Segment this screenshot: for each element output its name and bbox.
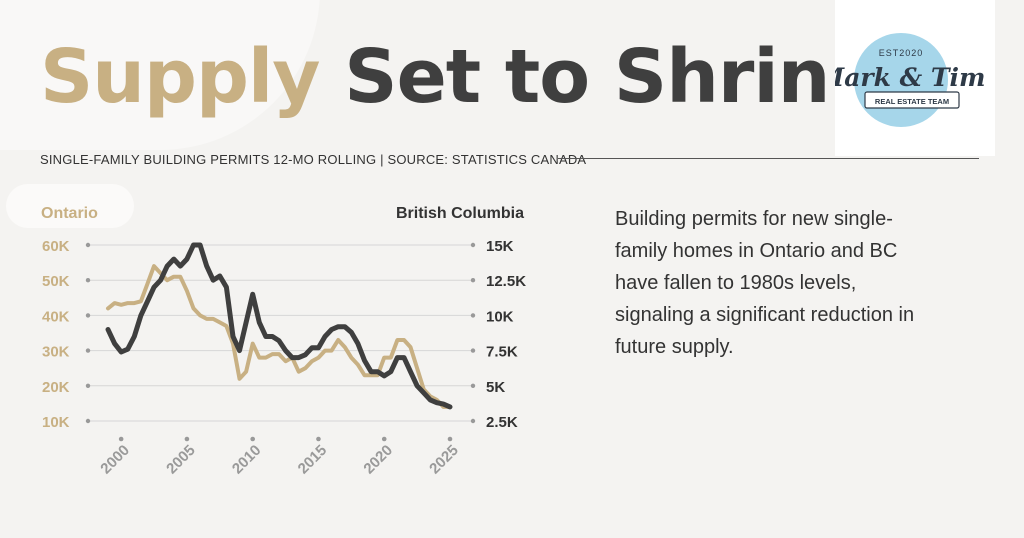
y-left-tick-label: 50K (42, 273, 70, 290)
y-right-tick-label: 10K (486, 308, 514, 325)
logo-est: EST2020 (879, 48, 924, 58)
logo: EST2020 Mark & Tim REAL ESTATE TEAM (816, 0, 995, 156)
y-right-tick-label: 5K (486, 379, 505, 396)
x-tick-mark (184, 436, 190, 442)
grid-dot-left (85, 383, 91, 388)
x-tick-mark (447, 436, 453, 442)
x-tick-mark (250, 436, 255, 442)
description-text: Building permits for new single-family h… (615, 208, 915, 358)
x-tick-label-group: 2025 (426, 442, 462, 478)
y-left-tick-label: 10K (42, 414, 70, 431)
grid-dot-right (470, 313, 476, 318)
x-tick-label-group: 2010 (229, 442, 265, 478)
page-title: Supply Set to Shrink (40, 40, 879, 114)
grid-dot-left (85, 418, 91, 424)
logo-tagline-box (864, 91, 960, 109)
x-tick-label-group: 2000 (97, 442, 133, 478)
grid-dot-right (470, 418, 476, 424)
x-tick-label: 2000 (97, 442, 133, 478)
grid-dot-left (85, 313, 91, 318)
ontario-series-line (106, 264, 452, 409)
grid-dot-right (470, 383, 476, 388)
x-tick-label: 2015 (295, 442, 331, 478)
x-tick-label: 2005 (163, 442, 199, 478)
chart-subtitle: SINGLE-FAMILY BUILDING PERMITS 12-MO ROL… (40, 152, 587, 167)
x-tick-label-group: 2005 (163, 442, 199, 478)
grid-dot-left (85, 278, 91, 283)
y-right-tick-label: 15K (486, 238, 514, 255)
y-right-tick-label: 12.5K (486, 273, 526, 290)
y-right-tick-label: 2.5K (486, 414, 518, 431)
title-rest: Set to Shrink (344, 34, 878, 120)
x-tick-label: 2010 (229, 442, 265, 478)
y-right-tick-label: 7.5K (486, 344, 518, 361)
y-left-tick-label: 20K (42, 379, 70, 396)
logo-tagline: REAL ESTATE TEAM (875, 97, 949, 106)
logo-emblem: EST2020 Mark & Tim REAL ESTATE TEAM (816, 33, 985, 127)
y-left-tick-label: 40K (42, 308, 70, 325)
line-chart: 10K 20K 30K 40K 50K 60K 2.5K 5K 7.5K 10K 12.5K 15K O… (41, 205, 526, 478)
y-left-axis-title: Ontario (41, 205, 98, 222)
y-left-tick-label: 30K (42, 344, 70, 361)
y-left-tick-label: 60K (42, 238, 70, 255)
title-highlight: Supply (40, 34, 321, 120)
divider-line (558, 158, 979, 159)
grid-dot-left (85, 348, 91, 353)
x-tick-label: 2025 (426, 442, 462, 478)
x-tick-label-group: 2020 (360, 442, 396, 478)
x-tick-label: 2020 (360, 442, 396, 478)
grid-dot-left (85, 242, 91, 248)
grid-dot-right (470, 242, 476, 248)
x-tick-mark (381, 436, 387, 442)
x-tick-mark (118, 436, 124, 442)
legend-backdrop (6, 184, 134, 228)
y-right-axis-title: British Columbia (396, 205, 524, 222)
grid-dot-right (470, 278, 476, 283)
x-tick-mark (316, 436, 321, 442)
x-tick-label-group: 2015 (295, 442, 331, 478)
grid-dot-right (470, 348, 476, 353)
logo-name: Mark & Tim (835, 63, 985, 92)
bc-series-line (105, 242, 453, 410)
